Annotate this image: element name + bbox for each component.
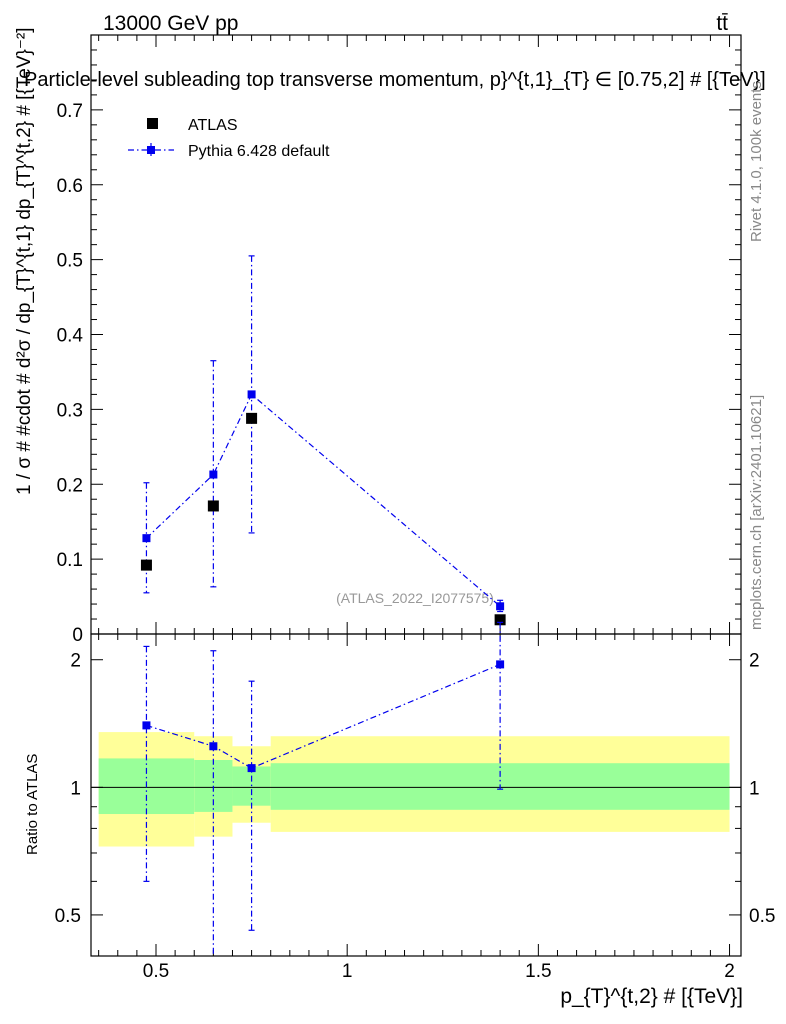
header-energy-label: 13000 GeV pp xyxy=(103,12,238,35)
main-y-tick-label: 0.2 xyxy=(57,475,83,496)
main-y-tick-label: 0.3 xyxy=(57,400,83,421)
x-tick-label: 0.5 xyxy=(143,961,169,982)
pythia-main-point xyxy=(142,534,151,543)
ratio-y-tick-label-left: 1 xyxy=(70,778,81,799)
ratio-y-axis-label: Ratio to ATLAS xyxy=(24,754,41,855)
pythia-main-point xyxy=(496,602,505,611)
main-y-tick-label: 0.6 xyxy=(57,176,83,197)
ratio-panel-frame xyxy=(90,633,742,957)
legend-pythia-label: Pythia 6.428 default xyxy=(188,143,330,160)
ratio-y-tick-label-left: 0.5 xyxy=(55,906,81,927)
analysis-watermark: (ATLAS_2022_I2077575) xyxy=(336,590,494,606)
pythia-main-point xyxy=(247,390,256,399)
atlas-data-point xyxy=(246,412,258,424)
main-y-tick-label: 0 xyxy=(72,625,83,646)
x-axis-label: p_{T}^{t,2} # [{TeV}] xyxy=(560,985,743,1008)
ratio-y-tick-label-right: 0.5 xyxy=(749,906,775,927)
data-marks xyxy=(140,255,506,956)
axis-ticks: 0 0.1 0.2 0.3 0.4 0.5 0.6 0.7 0.5 1 1.5 2 0.5 0.5 1 1 2 2 xyxy=(55,34,775,982)
atlas-data-point xyxy=(140,559,152,571)
mcplots-reference-label: mcplots.cern.ch [arXiv:2401.10621] xyxy=(748,395,765,630)
atlas-data-point xyxy=(207,500,219,512)
legend-atlas-marker xyxy=(147,118,158,129)
main-y-tick-label: 0.4 xyxy=(57,326,84,347)
legend-pythia-marker xyxy=(147,146,155,154)
pythia-ratio-point xyxy=(209,742,218,751)
header-process-label: tt̄ xyxy=(716,12,728,35)
rivet-version-label: Rivet 4.1.0, 100k events xyxy=(748,81,765,242)
ratio-y-tick-label-left: 2 xyxy=(70,651,81,672)
pythia-ratio-point xyxy=(142,721,151,730)
main-y-tick-label: 0.5 xyxy=(57,251,83,272)
pythia-ratio-point xyxy=(247,764,256,773)
pythia-main-line xyxy=(146,393,501,607)
pythia-ratio-line xyxy=(146,663,501,769)
legend-atlas-label: ATLAS xyxy=(188,117,238,134)
x-tick-label: 2 xyxy=(724,961,735,982)
main-y-tick-label: 0.1 xyxy=(57,550,83,571)
x-tick-label: 1 xyxy=(342,961,353,982)
main-y-tick-label: 0.7 xyxy=(57,101,83,122)
legend: ATLAS Pythia 6.428 default xyxy=(128,117,330,160)
ratio-y-tick-label-right: 2 xyxy=(749,651,760,672)
ratio-uncertainty-bands xyxy=(98,732,730,847)
pythia-ratio-point xyxy=(496,660,505,669)
main-y-axis-label: 1 / σ # #cdot # d²σ / dp_{T}^{t,1} dp_{T… xyxy=(14,27,35,495)
atlas-data-point xyxy=(494,614,506,626)
pythia-main-point xyxy=(209,470,218,479)
ratio-y-tick-label-right: 1 xyxy=(749,778,760,799)
x-tick-label: 1.5 xyxy=(525,961,551,982)
chart-title: Particle-level subleading top transverse… xyxy=(24,69,766,91)
